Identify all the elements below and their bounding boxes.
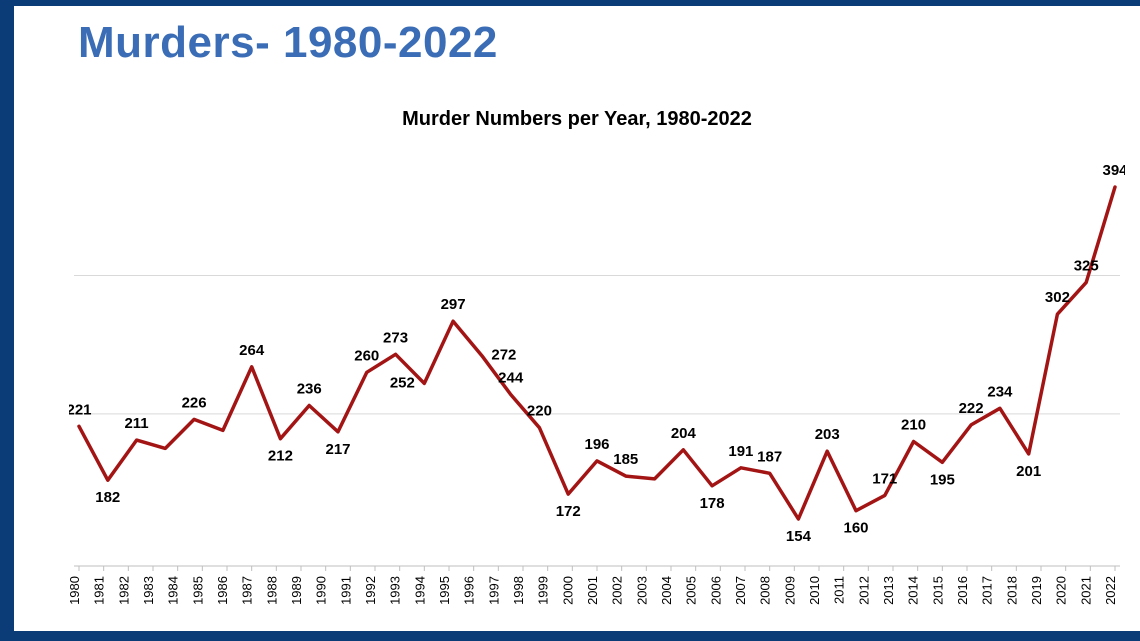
x-axis-label: 2022 xyxy=(1103,576,1118,605)
x-axis-label: 1981 xyxy=(92,576,107,605)
data-point-label: 196 xyxy=(584,436,609,453)
data-point-label: 172 xyxy=(556,503,581,520)
x-axis-label: 1997 xyxy=(486,576,501,605)
murder-series-line xyxy=(79,187,1115,519)
x-axis-label: 2002 xyxy=(610,576,625,605)
data-point-label: 222 xyxy=(959,400,984,417)
data-point-label: 160 xyxy=(843,520,868,537)
data-point-label: 217 xyxy=(325,441,350,458)
x-axis-label: 1984 xyxy=(166,576,181,605)
x-axis-label: 1982 xyxy=(116,576,131,605)
x-axis-label: 2003 xyxy=(634,576,649,605)
line-chart: 1980 1981 1982 1983 1984 1985 1986 1987 1988 1989… xyxy=(69,146,1125,621)
x-axis-label: 1987 xyxy=(240,576,255,605)
x-axis-label: 1996 xyxy=(462,576,477,605)
x-axis-label: 1980 xyxy=(69,576,82,605)
chart-subtitle: Murder Numbers per Year, 1980-2022 xyxy=(14,108,1140,131)
x-axis-label: 1992 xyxy=(363,576,378,605)
x-axis-label: 1998 xyxy=(511,576,526,605)
slide-frame: Murders- 1980-2022 Murder Numbers per Ye… xyxy=(0,0,1140,641)
x-axis-label: 2016 xyxy=(955,576,970,605)
x-axis-label: 1989 xyxy=(289,576,304,605)
data-point-label: 236 xyxy=(297,381,322,398)
data-point-label: 272 xyxy=(491,347,516,364)
x-axis-label: 2010 xyxy=(807,576,822,605)
data-point-label: 185 xyxy=(613,451,638,468)
data-point-label: 210 xyxy=(901,417,926,434)
x-axis-label: 1995 xyxy=(437,576,452,605)
data-point-label: 264 xyxy=(239,342,265,359)
chart-container: 1980 1981 1982 1983 1984 1985 1986 1987 1988 1989… xyxy=(69,146,1125,621)
x-axis-label: 1986 xyxy=(215,576,230,605)
page-title: Murders- 1980-2022 xyxy=(78,18,498,68)
data-point-label: 195 xyxy=(930,471,955,488)
data-point-label: 302 xyxy=(1045,289,1070,306)
data-point-label: 211 xyxy=(124,415,148,432)
x-axis-label: 2013 xyxy=(881,576,896,605)
data-point-label: 201 xyxy=(1016,463,1041,480)
x-axis-label: 1991 xyxy=(338,576,353,605)
data-point-label: 220 xyxy=(527,403,552,420)
x-axis-label: 2007 xyxy=(733,576,748,605)
x-axis-label: 2006 xyxy=(708,576,723,605)
data-point-label: 182 xyxy=(95,489,120,506)
x-axis-label: 2018 xyxy=(1004,576,1019,605)
data-point-label: 252 xyxy=(390,374,415,391)
x-axis-label: 2014 xyxy=(906,576,921,605)
x-axis-label: 2004 xyxy=(659,576,674,605)
x-axis-label: 1988 xyxy=(264,576,279,605)
x-axis-label: 1990 xyxy=(314,576,329,605)
data-point-label: 203 xyxy=(815,426,840,443)
x-axis-label: 1999 xyxy=(536,576,551,605)
data-point-label: 273 xyxy=(383,329,408,346)
x-axis-label: 1983 xyxy=(141,576,156,605)
data-point-label: 325 xyxy=(1074,257,1099,274)
x-axis-label: 1994 xyxy=(412,576,427,605)
data-point-label: 204 xyxy=(671,425,697,442)
data-point-label: 154 xyxy=(786,528,812,545)
x-axis-label: 2021 xyxy=(1078,576,1093,605)
x-axis-label: 2008 xyxy=(758,576,773,605)
data-point-label: 394 xyxy=(1102,162,1125,179)
x-axis-label: 2000 xyxy=(560,576,575,605)
x-axis-label: 2020 xyxy=(1054,576,1069,605)
data-point-label: 178 xyxy=(700,495,725,512)
x-axis-label: 2012 xyxy=(856,576,871,605)
x-axis-label: 2017 xyxy=(980,576,995,605)
x-axis-label: 1985 xyxy=(190,576,205,605)
x-axis-label: 2015 xyxy=(930,576,945,605)
data-point-label: 171 xyxy=(872,470,897,487)
data-point-label: 212 xyxy=(268,448,293,465)
data-point-label: 226 xyxy=(182,394,207,411)
x-axis-label: 2005 xyxy=(684,576,699,605)
x-axis-label: 2001 xyxy=(585,576,600,605)
data-point-label: 191 xyxy=(728,443,753,460)
data-point-label: 260 xyxy=(354,347,379,364)
x-axis-label: 2009 xyxy=(782,576,797,605)
x-axis-label: 2011 xyxy=(832,576,847,604)
data-point-label: 187 xyxy=(757,448,782,465)
x-axis-label: 1993 xyxy=(388,576,403,605)
data-point-label: 221 xyxy=(69,401,92,418)
data-point-label: 297 xyxy=(441,296,466,313)
x-axis-label: 2019 xyxy=(1029,576,1044,605)
data-point-label: 234 xyxy=(987,383,1013,400)
data-point-label: 244 xyxy=(498,369,524,386)
